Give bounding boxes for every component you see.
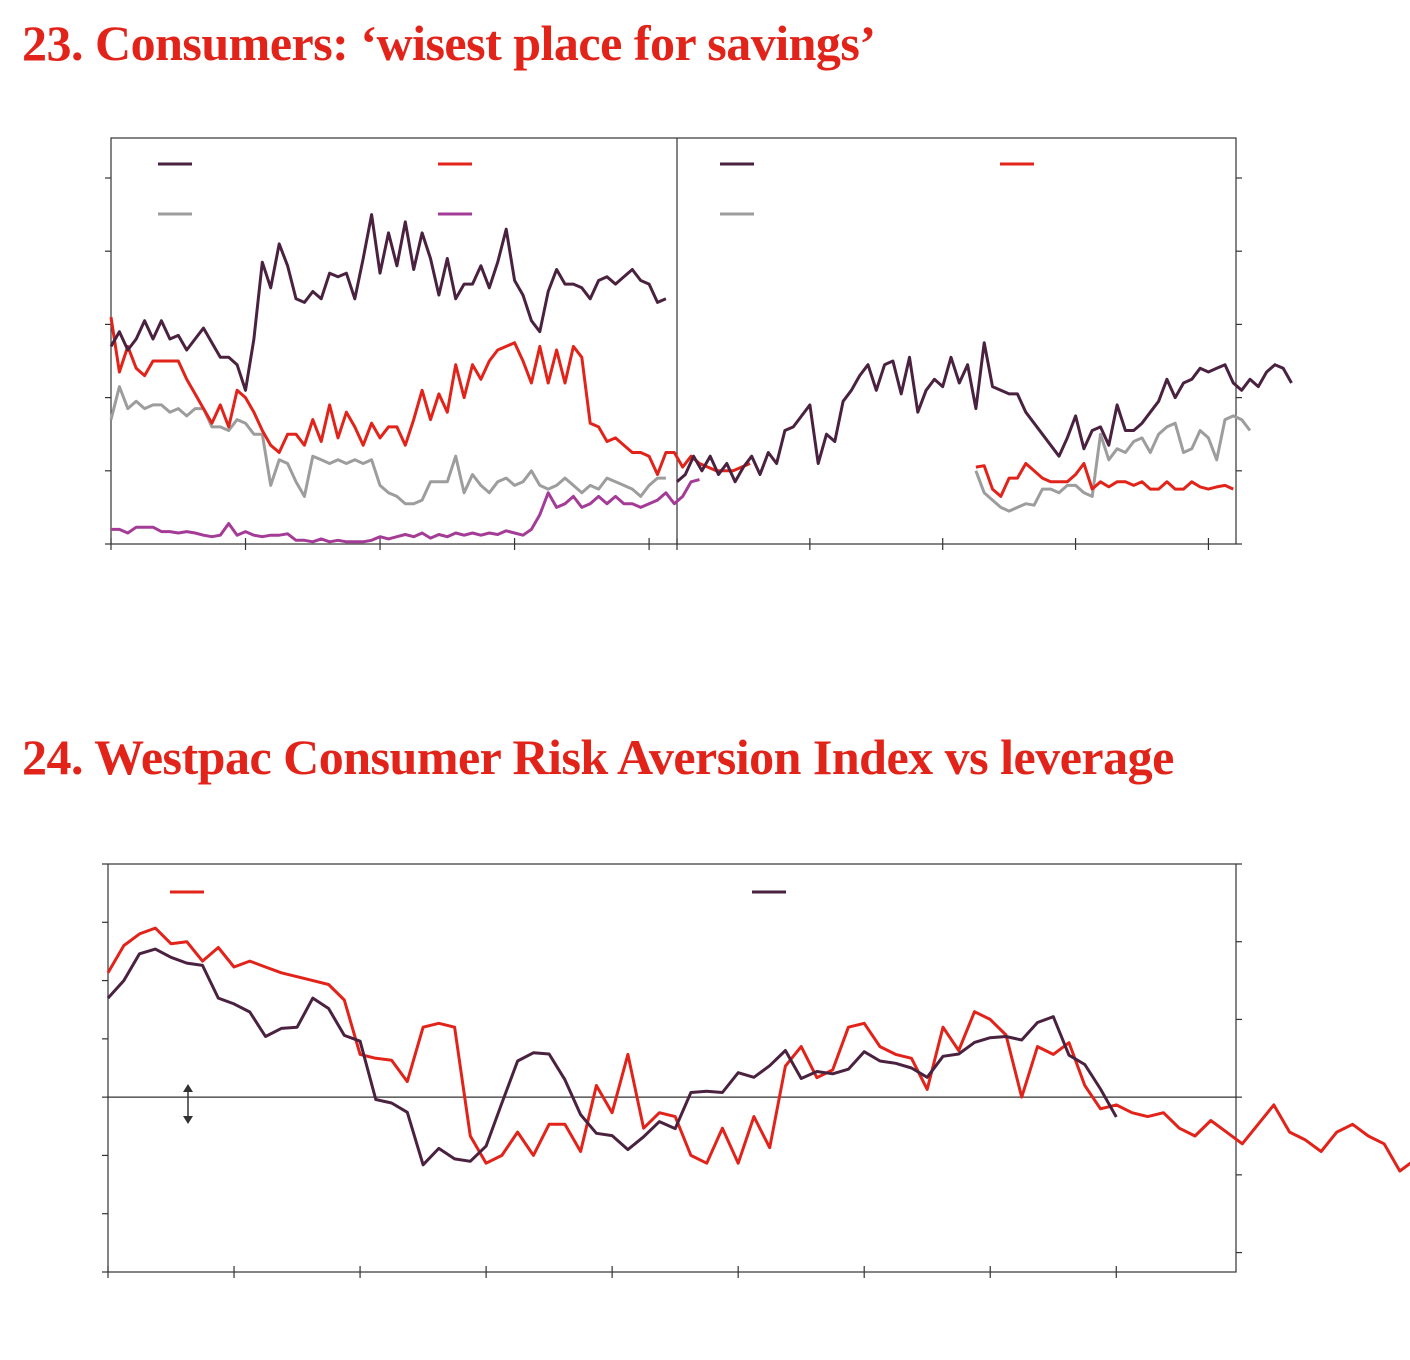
plot-frame — [107, 863, 1237, 1273]
chart-23-figure — [105, 137, 1293, 550]
series-line-deposits — [109, 213, 667, 392]
series-line-real-estate — [109, 316, 751, 476]
series-line-don-t-know — [111, 478, 700, 544]
series-line-mortgage — [975, 462, 1234, 498]
series-line-other-debt — [974, 414, 1252, 513]
chart-24-figure — [102, 863, 1410, 1278]
annotation-arrow-down — [183, 1116, 193, 1124]
series-line-risk-aversion-index — [106, 926, 1410, 1173]
series-line-total — [676, 341, 1293, 484]
plot-frame — [110, 137, 1237, 545]
annotation-arrow-up — [183, 1084, 193, 1092]
chart-24-title: 24. Westpac Consumer Risk Aversion Index… — [22, 729, 1174, 785]
series-line-shares — [109, 385, 666, 506]
chart-23-title: 23. Consumers: ‘wisest place for savings… — [22, 15, 876, 71]
series-line-net-leverage — [106, 947, 1118, 1167]
